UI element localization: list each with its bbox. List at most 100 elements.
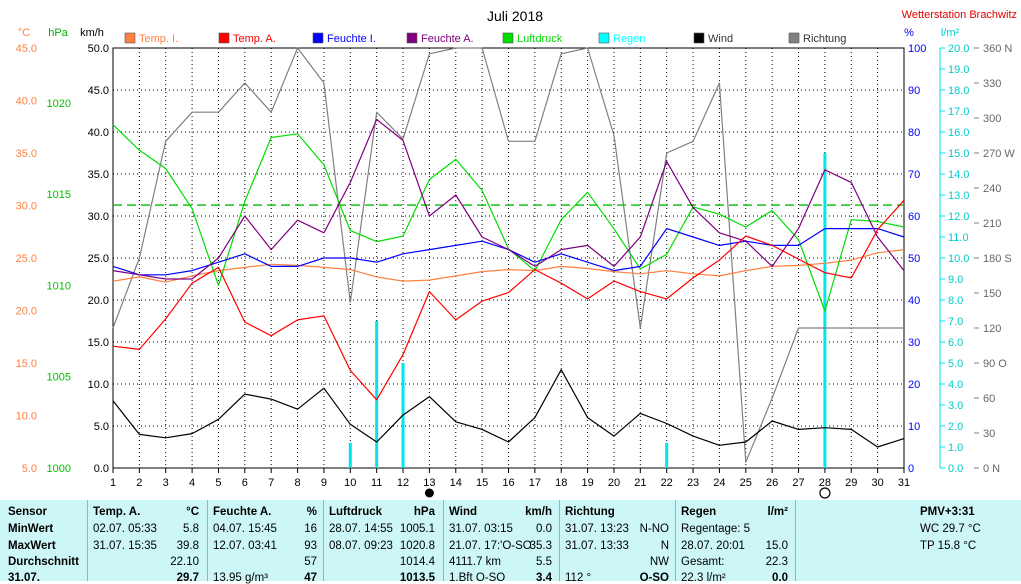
chart-title: Juli 2018 — [487, 8, 543, 24]
table-cell-value: 57 — [304, 556, 317, 568]
direction-tick-label: 180 S — [983, 253, 1012, 265]
temp_c-tick-label: 40.0 — [16, 96, 37, 108]
table-separator — [443, 500, 444, 581]
table-row-label: 31.07. — [8, 572, 40, 584]
rain-tick-label: 2.0 — [948, 421, 963, 433]
table-cell-value: 5.5 — [536, 556, 552, 568]
day-tick-label: 27 — [792, 477, 804, 489]
direction-tick-label: 300 — [983, 113, 1001, 125]
humidity-axis: 0 10 20 30 40 50 60 70 80 90 100 — [908, 43, 941, 475]
table-cell-label: 04.07. 15:45 — [213, 523, 277, 535]
table-cell-value: 1014.4 — [399, 556, 435, 568]
table-col-header-druck: Luftdruck — [329, 506, 383, 518]
table-col-header-tempa: Temp. A. — [93, 506, 141, 518]
day-tick-label: 16 — [502, 477, 514, 489]
rain-tick-label: 0.0 — [948, 463, 963, 475]
wind_kmh-tick-label: 35.0 — [88, 169, 109, 181]
rain-tick-label: 15.0 — [948, 148, 969, 160]
table-row-label: MinWert — [8, 523, 54, 535]
day-tick-label: 7 — [268, 477, 274, 489]
day-tick-label: 29 — [845, 477, 857, 489]
temp_c-tick-label: 35.0 — [16, 148, 37, 160]
legend-label: Regen — [613, 33, 645, 45]
series-line-feuchte-a — [112, 118, 905, 280]
table-cell-value: 22.10 — [170, 556, 199, 568]
humidity-tick-label: 20 — [908, 379, 920, 391]
day-tick-label: 31 — [898, 477, 910, 489]
full-moon-icon — [819, 487, 831, 499]
table-cell-value: NW — [649, 556, 669, 568]
humidity-tick-label: 50 — [908, 253, 920, 265]
day-tick-label: 5 — [215, 477, 221, 489]
temp_c-tick-label: 20.0 — [16, 306, 37, 318]
day-tick-label: 4 — [189, 477, 195, 489]
day-tick-label: 11 — [371, 477, 382, 489]
table-cell-value: O-SO — [639, 572, 669, 584]
rain-axis: 0.0 1.0 2.0 3.0 4.0 5.0 6.0 7.0 8.0 9.0 10.0 11.0 12… — [940, 43, 969, 475]
series-line-temp-a — [112, 199, 905, 401]
moon-markers — [424, 487, 831, 499]
table-cell-label: Gesamt: — [681, 556, 725, 568]
table-cell-value: 93 — [304, 540, 317, 552]
table-cell-value: 29.7 — [176, 572, 199, 584]
rain-tick-label: 14.0 — [948, 169, 969, 181]
day-tick-label: 22 — [661, 477, 673, 489]
table-col-header-feuchte: Feuchte A. — [213, 506, 272, 518]
table-cell-value: 22.3 — [765, 556, 788, 568]
legend-swatch — [788, 32, 800, 44]
table-col-unit-regen: l/m² — [767, 506, 788, 518]
wind_kmh-tick-label: 5.0 — [94, 421, 109, 433]
series-line-luftdruck — [112, 124, 905, 312]
temp_c-tick-label: 10.0 — [16, 411, 37, 423]
humidity-tick-label: 80 — [908, 127, 920, 139]
unit-kmh: km/h — [80, 27, 104, 39]
table-cell-value: 47 — [304, 572, 317, 584]
legend-label: Feuchte I. — [327, 33, 376, 45]
day-axis: 1 2 3 4 5 6 7 8 9 10 11 12 13 14 15 16 17 18 19 20 21 22 23 24 2… — [110, 468, 910, 489]
table-cell-label: Regentage: 5 — [681, 523, 751, 535]
rain-tick-label: 1.0 — [948, 442, 963, 454]
plot-area — [112, 47, 905, 469]
unit-lm2: l/m² — [941, 27, 960, 39]
table-col-unit-druck: hPa — [413, 506, 435, 518]
table-col-unit-wind: km/h — [525, 506, 552, 518]
day-tick-label: 6 — [242, 477, 248, 489]
wc-value: WC 29.7 °C — [920, 523, 981, 535]
humidity-tick-label: 10 — [908, 421, 920, 433]
legend-swatch — [693, 32, 705, 44]
wind_kmh-tick-label: 50.0 — [88, 43, 109, 55]
rain-tick-label: 13.0 — [948, 190, 969, 202]
direction-tick-label: 60 — [983, 393, 995, 405]
day-tick-label: 2 — [136, 477, 142, 489]
humidity-tick-label: 100 — [908, 43, 926, 55]
table-cell-label: 28.07. 20:01 — [681, 540, 745, 552]
table-cell-label: 08.07. 09:23 — [329, 540, 393, 552]
temp_c-tick-label: 15.0 — [16, 358, 37, 370]
rain-tick-label: 9.0 — [948, 274, 963, 286]
new-moon-icon — [424, 488, 434, 498]
legend-label: Wind — [708, 33, 733, 45]
table-cell-value: N — [660, 540, 669, 552]
legend-label: Luftdruck — [517, 33, 563, 45]
table-col-header-richtung: Richtung — [565, 506, 615, 518]
rain-tick-label: 7.0 — [948, 316, 963, 328]
day-tick-label: 24 — [713, 477, 725, 489]
rain-tick-label: 5.0 — [948, 358, 963, 370]
legend-swatch — [218, 32, 230, 44]
table-cell-value: 39.8 — [176, 540, 199, 552]
table-row-label: Sensor — [8, 506, 47, 518]
table-cell-value: N-NO — [639, 523, 669, 535]
table-cell-label: 22.3 l/m² — [681, 572, 726, 584]
tp-value: TP 15.8 °C — [920, 540, 977, 552]
table-col-unit-tempa: °C — [186, 506, 199, 518]
wind_kmh-tick-label: 15.0 — [88, 337, 109, 349]
table-cell-label: 31.07. 13:33 — [565, 540, 629, 552]
wind_kmh-tick-label: 25.0 — [88, 253, 109, 265]
direction-tick-label: 330 — [983, 78, 1001, 90]
humidity-tick-label: 40 — [908, 295, 920, 307]
legend-label: Temp. A. — [233, 33, 276, 45]
pressure_hpa-tick-label: 1010 — [47, 280, 71, 292]
day-tick-label: 30 — [872, 477, 884, 489]
table-separator — [207, 500, 208, 581]
day-tick-label: 18 — [555, 477, 567, 489]
